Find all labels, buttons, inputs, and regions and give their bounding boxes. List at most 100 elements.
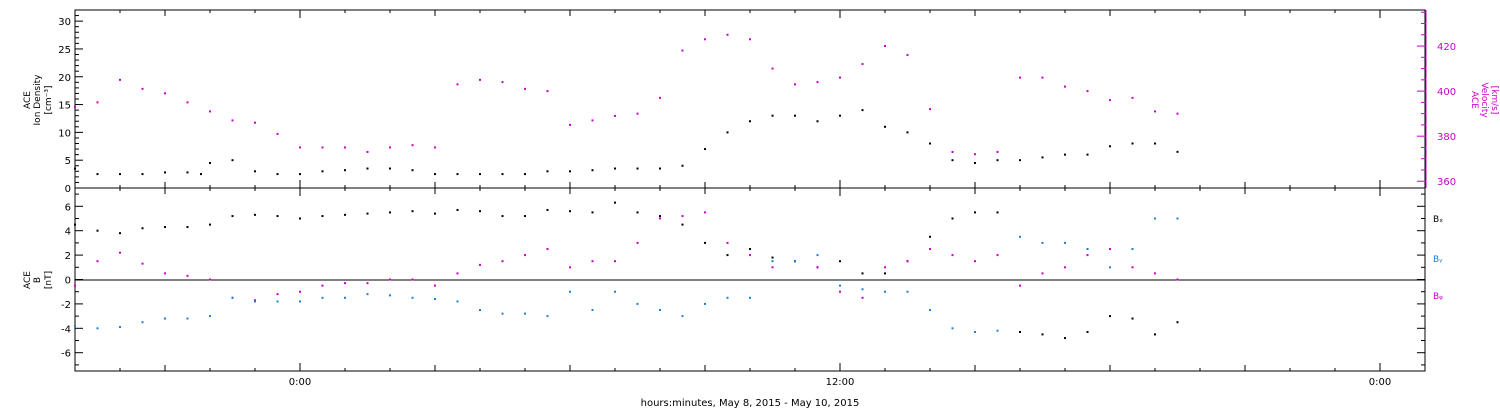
velocity-point	[726, 33, 729, 36]
ion-density-point	[546, 170, 549, 173]
by-point	[1019, 235, 1021, 238]
bx-point	[141, 227, 144, 230]
by-point	[141, 321, 144, 324]
velocity-point	[861, 63, 864, 66]
velocity-point	[1176, 112, 1179, 115]
velocity-point	[816, 81, 819, 84]
by-point	[276, 300, 279, 303]
bz-point	[659, 217, 661, 220]
bx-point	[681, 223, 684, 226]
velocity-axis-title-line3: [km/s]	[1489, 86, 1499, 115]
bz-point	[456, 272, 459, 275]
field-axis-title-line3: [nT]	[44, 271, 54, 289]
density-axis-title-line1: ACE	[23, 91, 33, 109]
bx-point	[164, 226, 166, 229]
x-tick-label: 12:00	[826, 377, 855, 388]
bx-point	[344, 213, 346, 216]
density-tick-label: 20	[58, 73, 71, 84]
by-point	[861, 288, 864, 291]
bz-point	[524, 254, 526, 257]
bx-point	[614, 201, 616, 204]
ion-density-point	[321, 170, 324, 173]
bx-point	[1086, 330, 1089, 333]
bz-point	[546, 248, 549, 250]
velocity-point	[389, 146, 391, 149]
bz-point	[816, 266, 819, 269]
by-point	[1131, 248, 1134, 250]
ion-density-point	[119, 173, 121, 176]
ion-density-point	[200, 173, 202, 176]
bx-point	[591, 211, 594, 214]
velocity-point	[186, 101, 189, 104]
legend-bx: Bₓ	[1433, 215, 1443, 225]
bx-point	[659, 215, 661, 218]
velocity-point	[681, 49, 684, 52]
ion-density-point	[996, 159, 999, 162]
bz-point	[861, 296, 864, 299]
velocity-point	[141, 87, 144, 90]
bz-point	[771, 266, 774, 269]
velocity-point	[411, 144, 414, 147]
bx-point	[479, 210, 481, 213]
ion-density-point	[1176, 150, 1179, 153]
bz-point	[141, 262, 144, 265]
bx-point	[434, 212, 436, 215]
bz-point	[366, 282, 369, 285]
bx-point	[951, 217, 954, 220]
density-tick-label: 5	[65, 156, 71, 167]
velocity-point	[749, 38, 751, 41]
ion-density-point	[1064, 153, 1066, 156]
ion-density-point	[344, 169, 346, 172]
ion-density-point	[906, 131, 909, 134]
by-point	[704, 302, 706, 305]
by-point	[614, 290, 616, 293]
bz-point	[411, 278, 414, 281]
velocity-point	[996, 150, 999, 153]
bz-point	[501, 260, 504, 263]
bx-point	[299, 217, 301, 220]
by-point	[726, 296, 729, 299]
ion-density-point	[794, 114, 796, 117]
by-point	[1086, 248, 1089, 250]
ion-density-point	[411, 169, 414, 172]
velocity-point	[906, 54, 909, 57]
bx-point	[254, 213, 256, 216]
bx-point	[974, 211, 976, 214]
bz-point	[1064, 266, 1066, 269]
ion-density-point	[1154, 142, 1156, 145]
bx-point	[366, 212, 369, 215]
by-point	[546, 315, 549, 318]
ion-density-point	[366, 167, 369, 170]
velocity-point	[231, 119, 234, 122]
by-point	[1109, 266, 1111, 269]
bx-point	[501, 215, 504, 218]
ion-density-point	[254, 170, 256, 173]
bx-point	[704, 241, 706, 244]
by-point	[524, 312, 526, 315]
density-axis-title-line3: [cm⁻³]	[44, 85, 54, 114]
velocity-point	[1019, 76, 1021, 79]
ion-density-point	[771, 114, 774, 117]
velocity-tick-label: 360	[1437, 177, 1456, 188]
bz-point	[1019, 284, 1021, 287]
ion-density-point	[434, 173, 436, 176]
bz-point	[74, 284, 76, 287]
by-point	[996, 329, 999, 332]
bz-point	[276, 293, 279, 296]
velocity-point	[479, 78, 481, 81]
bx-point	[186, 226, 189, 229]
bz-point	[389, 278, 391, 281]
by-point	[366, 293, 369, 296]
bz-point	[321, 284, 324, 287]
bz-point	[479, 263, 481, 266]
bz-point	[1154, 272, 1156, 275]
velocity-point	[96, 101, 99, 104]
bz-point	[1041, 272, 1044, 275]
by-point	[164, 317, 166, 320]
bz-point	[434, 284, 436, 287]
by-point	[209, 315, 211, 318]
velocity-point	[974, 153, 976, 156]
by-point	[659, 309, 661, 311]
ion-density-point	[861, 109, 864, 112]
